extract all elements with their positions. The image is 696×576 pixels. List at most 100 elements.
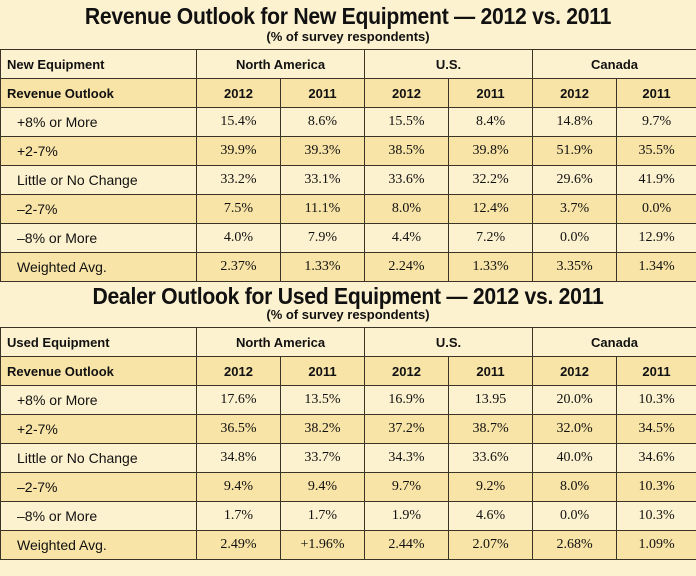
table-cell: 1.33% xyxy=(448,252,534,282)
corner-label: New Equipment xyxy=(0,49,197,79)
table-cell: 37.2% xyxy=(364,414,450,444)
region-header: U.S. xyxy=(364,49,534,79)
region-header-row: Used Equipment North America U.S. Canada xyxy=(0,327,696,357)
table-cell: 4.0% xyxy=(196,223,281,253)
table-subtitle: (% of survey respondents) xyxy=(266,307,430,322)
region-header: Canada xyxy=(532,327,696,357)
table-cell: 3.35% xyxy=(532,252,618,282)
year-header: 2011 xyxy=(616,78,696,108)
table-cell: 8.6% xyxy=(279,107,366,137)
table-cell: 0.0% xyxy=(532,501,618,531)
row-header-label: Revenue Outlook xyxy=(0,78,197,108)
table-cell: 33.6% xyxy=(448,443,534,473)
table-cell: 33.2% xyxy=(196,165,281,195)
table-cell: 2.07% xyxy=(448,530,534,560)
table-row: –2-7% 9.4% 9.4% 9.7% 9.2% 8.0% 10.3% xyxy=(0,472,696,502)
table-cell: 7.2% xyxy=(448,223,534,253)
region-header: North America xyxy=(195,327,366,357)
table-cell: 16.9% xyxy=(364,385,450,415)
table-cell: 34.8% xyxy=(196,443,281,473)
table-row: –2-7% 7.5% 11.1% 8.0% 12.4% 3.7% 0.0% xyxy=(0,194,696,224)
year-header: 2012 xyxy=(196,356,281,386)
table-cell: 35.5% xyxy=(616,136,696,166)
table-cell: 32.2% xyxy=(448,165,534,195)
table-row: –8% or More 1.7% 1.7% 1.9% 4.6% 0.0% 10.3% xyxy=(0,501,696,531)
table-cell: 1.7% xyxy=(279,501,366,531)
table-row: Weighted Avg. 2.37% 1.33% 2.24% 1.33% 3.35% 1.… xyxy=(0,252,696,282)
table-cell: 1.7% xyxy=(196,501,281,531)
table-cell: 38.5% xyxy=(364,136,450,166)
table-cell: 38.2% xyxy=(279,414,366,444)
table-cell: 12.4% xyxy=(448,194,534,224)
table-cell: 8.0% xyxy=(532,472,618,502)
table-cell: 20.0% xyxy=(532,385,618,415)
row-label: Little or No Change xyxy=(0,165,197,195)
table-cell: 32.0% xyxy=(532,414,618,444)
row-label: +8% or More xyxy=(0,107,197,137)
table-cell: 3.7% xyxy=(532,194,618,224)
year-header: 2011 xyxy=(448,78,534,108)
table-cell: 39.8% xyxy=(448,136,534,166)
table-cell: 33.1% xyxy=(279,165,366,195)
table-cell: +1.96% xyxy=(279,530,366,560)
table-cell: 38.7% xyxy=(448,414,534,444)
table-row: +2-7% 39.9% 39.3% 38.5% 39.8% 51.9% 35.5% xyxy=(0,136,696,166)
table-cell: 10.3% xyxy=(616,472,696,502)
table-row: Weighted Avg. 2.49% +1.96% 2.44% 2.07% 2.68% 1… xyxy=(0,530,696,560)
table-cell: 39.3% xyxy=(279,136,366,166)
row-label: Little or No Change xyxy=(0,443,197,473)
row-label: +2-7% xyxy=(0,136,197,166)
table-cell: 0.0% xyxy=(616,194,696,224)
row-label: –8% or More xyxy=(0,223,197,253)
table-cell: 4.6% xyxy=(448,501,534,531)
table-subtitle: (% of survey respondents) xyxy=(266,29,430,44)
table-cell: 2.44% xyxy=(364,530,450,560)
table-row: +8% or More 15.4% 8.6% 15.5% 8.4% 14.8% 9.7% xyxy=(0,107,696,137)
table-title: Revenue Outlook for New Equipment — 2012… xyxy=(84,3,612,29)
table-cell: 29.6% xyxy=(532,165,618,195)
table-cell: 9.4% xyxy=(196,472,281,502)
region-header: North America xyxy=(195,49,366,79)
table-cell: 9.2% xyxy=(448,472,534,502)
outlook-table: Used Equipment North America U.S. Canada Rev… xyxy=(0,327,696,560)
table-row: Little or No Change 33.2% 33.1% 33.6% 32.2% 2… xyxy=(0,165,696,195)
year-header-row: Revenue Outlook 2012 2011 2012 2011 2012 2011 xyxy=(0,356,696,386)
table-cell: 34.3% xyxy=(364,443,450,473)
table-cell: 8.0% xyxy=(364,194,450,224)
table-cell: 40.0% xyxy=(532,443,618,473)
table-cell: 1.09% xyxy=(616,530,696,560)
table-cell: 36.5% xyxy=(196,414,281,444)
year-header: 2012 xyxy=(532,78,618,108)
table-cell: 39.9% xyxy=(196,136,281,166)
row-label: Weighted Avg. xyxy=(0,530,197,560)
table-cell: 13.5% xyxy=(279,385,366,415)
outlook-table: New Equipment North America U.S. Canada Reve… xyxy=(0,49,696,282)
year-header: 2011 xyxy=(279,356,366,386)
table-cell: 2.37% xyxy=(196,252,281,282)
row-label: –8% or More xyxy=(0,501,197,531)
table-cell: 51.9% xyxy=(532,136,618,166)
year-header: 2011 xyxy=(616,356,696,386)
table-cell: 17.6% xyxy=(196,385,281,415)
used-equipment-section: Dealer Outlook for Used Equipment — 2012… xyxy=(0,282,696,560)
document: Revenue Outlook for New Equipment — 2012… xyxy=(0,3,696,560)
table-row: +8% or More 17.6% 13.5% 16.9% 13.95 20.0% 10.3… xyxy=(0,385,696,415)
year-header: 2012 xyxy=(364,356,450,386)
table-cell: 8.4% xyxy=(448,107,534,137)
row-label: +8% or More xyxy=(0,385,197,415)
table-cell: 10.3% xyxy=(616,385,696,415)
table-cell: 13.95 xyxy=(448,385,534,415)
row-label: –2-7% xyxy=(0,472,197,502)
table-cell: 11.1% xyxy=(279,194,366,224)
region-header: U.S. xyxy=(364,327,534,357)
table-cell: 34.5% xyxy=(616,414,696,444)
table-cell: 9.4% xyxy=(279,472,366,502)
table-row: –8% or More 4.0% 7.9% 4.4% 7.2% 0.0% 12.9% xyxy=(0,223,696,253)
table-cell: 34.6% xyxy=(616,443,696,473)
year-header: 2011 xyxy=(279,78,366,108)
table-cell: 12.9% xyxy=(616,223,696,253)
year-header: 2012 xyxy=(196,78,281,108)
table-row: Little or No Change 34.8% 33.7% 34.3% 33.6% 4… xyxy=(0,443,696,473)
year-header: 2012 xyxy=(364,78,450,108)
table-cell: 14.8% xyxy=(532,107,618,137)
